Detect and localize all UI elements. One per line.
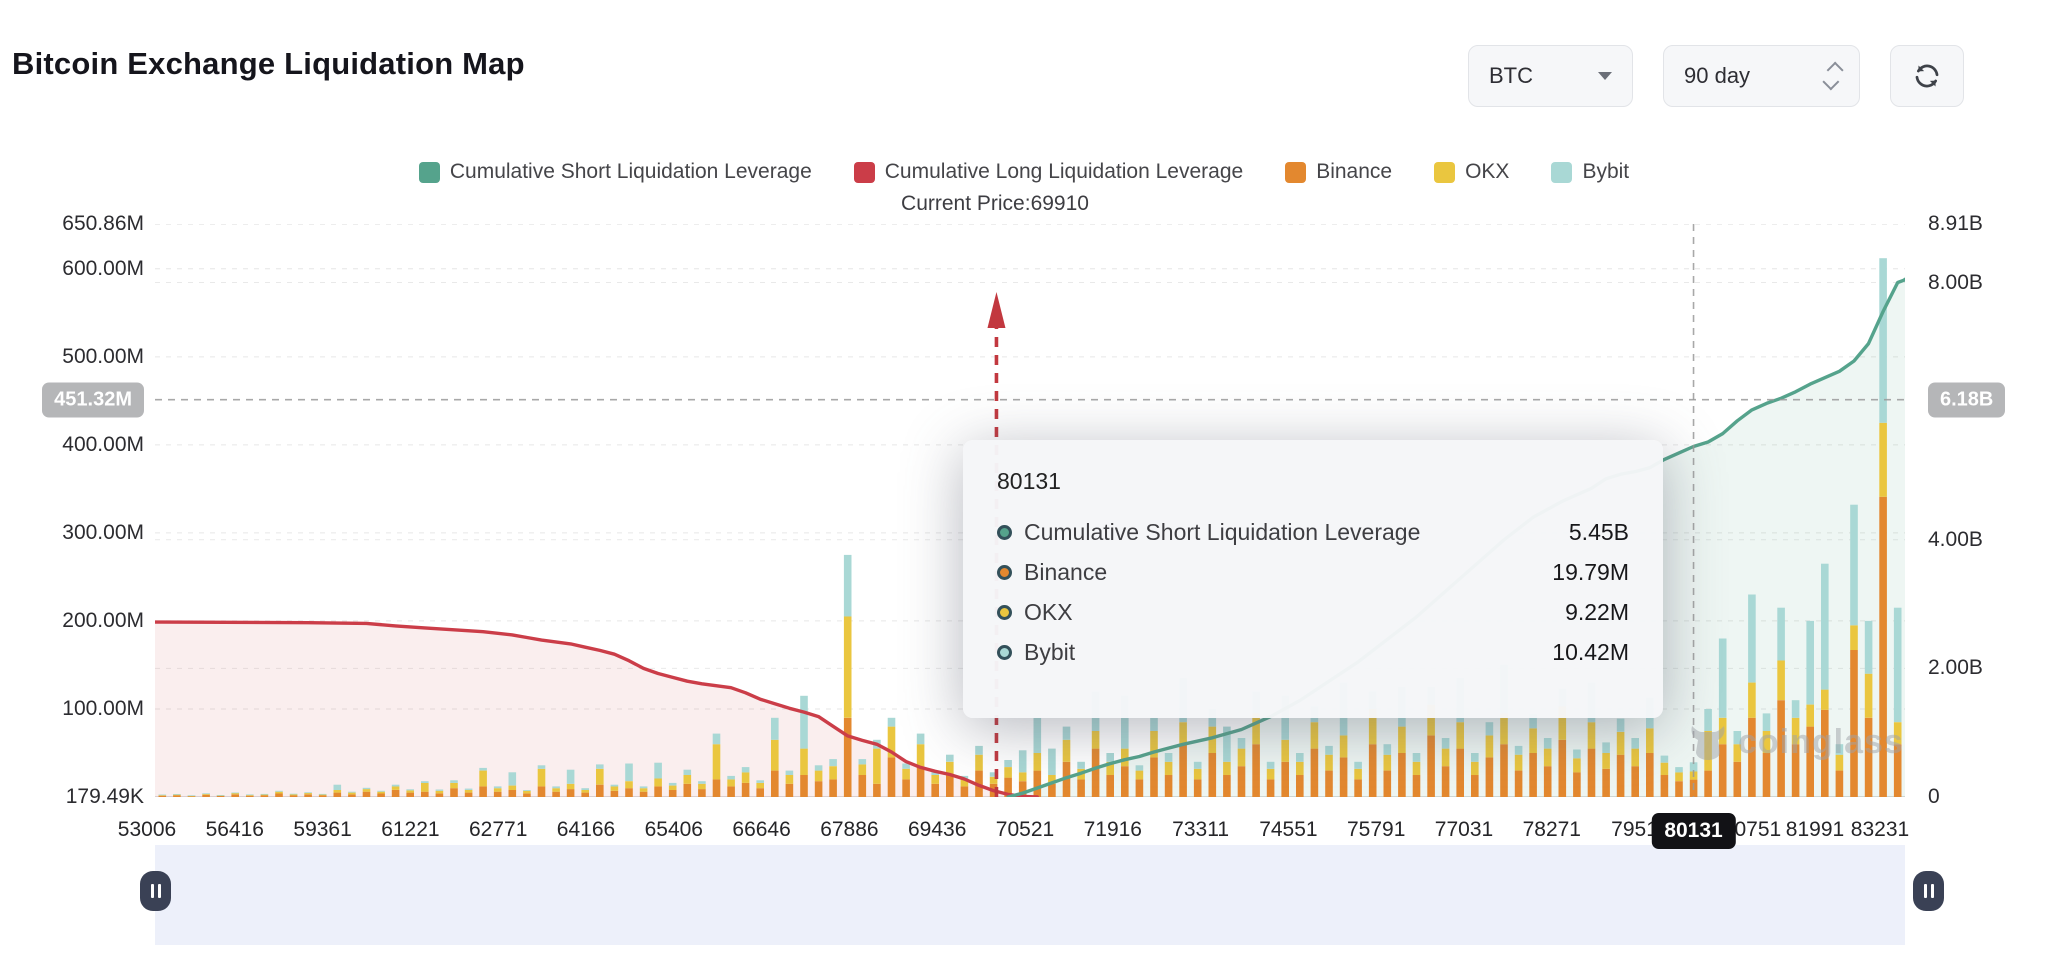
x-axis-tick: 53006 [117,818,177,841]
liquidation-chart-plot[interactable] [155,224,1905,797]
pause-icon [150,884,154,898]
x-axis-tick: 83231 [1850,818,1910,841]
tooltip-series-marker [997,605,1012,620]
x-axis-tick: 70521 [995,818,1055,841]
legend-item-binance[interactable]: Binance [1285,160,1392,184]
tooltip-series-value: 19.79M [1552,559,1629,585]
tooltip-title: 80131 [997,468,1061,494]
legend-label: Binance [1316,160,1393,183]
x-axis-tick: 74551 [1259,818,1318,841]
x-axis-tick: 73311 [1172,818,1230,841]
legend-swatch [1285,161,1307,183]
left-axis-tick: 179.49K [65,785,144,808]
right-axis-tick: 4.00B [1928,527,1983,551]
right-axis-tick: 8.91B [1928,212,1983,235]
left-axis-tick: 400.00M [62,432,144,456]
left-axis-tick: 500.00M [62,344,144,368]
right-axis: 8.91B 8.00B 4.00B 2.00B 0 6.18B [1928,0,2048,965]
chevron-down-icon [1598,72,1612,80]
legend-item-cumulative-long-liquidation-leverage[interactable]: Cumulative Long Liquidation Leverage [853,160,1244,184]
legend-swatch [418,161,440,183]
x-axis-tick: 81991 [1785,818,1845,841]
tooltip-series-value: 5.45B [1568,519,1629,545]
tooltip-series-value: 10.42M [1552,639,1629,665]
refresh-icon [1915,64,1939,88]
legend-swatch [1551,161,1573,183]
tooltip-series-value: 9.22M [1565,599,1629,625]
symbol-select[interactable]: BTC [1468,45,1633,107]
tooltip-series-label: Bybit [1024,639,1076,665]
tooltip-series-marker [997,565,1012,580]
tooltip-rows: Cumulative Short Liquidation Leverage 5.4… [997,519,1629,666]
timeframe-select-value: 90 day [1684,63,1751,88]
x-axis-tick: 77031 [1434,818,1494,841]
x-axis-tick: 59361 [293,818,352,841]
chart-controls: BTC 90 day [1468,45,1964,107]
tooltip-series-label: Binance [1024,559,1108,585]
x-axis-tick: 56416 [205,818,264,841]
tooltip-row: Cumulative Short Liquidation Leverage 5.4… [997,519,1629,546]
left-axis-tick: 300.00M [62,520,144,544]
x-axis-tick: 62771 [468,818,528,841]
x-axis-tick: 64166 [556,818,616,841]
zoom-slider-left-handle[interactable] [140,871,171,911]
tooltip-series-marker [997,525,1012,540]
tooltip-series-label: Cumulative Short Liquidation Leverage [1024,519,1421,545]
legend-item-okx[interactable]: OKX [1434,160,1509,184]
zoom-slider-track[interactable] [155,845,1905,945]
tooltip-row: Binance 19.79M [997,559,1629,586]
crosshair-x-badge: 80131 [1651,813,1736,849]
x-axis-tick: 61221 [381,818,440,841]
zoom-slider-right-handle[interactable] [1913,871,1944,911]
timeframe-select[interactable]: 90 day [1663,45,1860,107]
tooltip-series-label: OKX [1024,599,1073,625]
legend-item-bybit[interactable]: Bybit [1551,160,1629,184]
tooltip: 80131 Cumulative Short Liquidation Lever… [963,440,1663,718]
crosshair-right-badge: 6.18B [1928,382,2006,418]
current-price-label: Current Price:69910 [901,192,1089,215]
stepper-icon [1822,61,1844,91]
left-axis-tick: 650.86M [62,212,144,235]
legend-swatch [1434,161,1456,183]
legend-label: OKX [1465,160,1510,183]
x-axis: 53006 56416 59361 61221 62771 64166 65406 66646… [0,818,2048,850]
symbol-select-value: BTC [1489,63,1533,88]
tooltip-series-marker [997,645,1012,660]
right-axis-tick: 0 [1928,785,1940,808]
legend-label: Cumulative Long Liquidation Leverage [884,160,1244,183]
legend-label: Cumulative Short Liquidation Leverage [449,160,812,183]
legend-label: Bybit [1582,160,1630,183]
left-axis-tick: 600.00M [62,256,144,280]
pause-icon [1923,884,1927,898]
x-axis-tick: 67886 [820,818,879,841]
left-axis: 650.86M 600.00M 500.00M 400.00M 300.00M 200.0… [0,0,148,965]
left-axis-tick: 100.00M [62,696,144,720]
refresh-button[interactable] [1890,45,1964,107]
tooltip-row: Bybit 10.42M [997,639,1629,666]
x-axis-tick: 80751 [1722,818,1782,841]
x-axis-tick: 78271 [1522,818,1581,841]
x-axis-tick: 71916 [1083,818,1142,841]
page-title: Bitcoin Exchange Liquidation Map [12,46,525,81]
x-axis-tick: 66646 [732,818,791,841]
legend-item-cumulative-short-liquidation-leverage[interactable]: Cumulative Short Liquidation Leverage [418,160,812,184]
x-axis-tick: 75791 [1346,818,1406,841]
crosshair-left-badge: 451.32M [42,382,144,418]
legend: Cumulative Short Liquidation Leverage Cum… [0,160,2048,184]
x-axis-tick: 65406 [644,818,703,841]
x-axis-tick: 69436 [907,818,967,841]
left-axis-tick: 200.00M [62,608,144,632]
right-axis-tick: 8.00B [1928,270,1983,294]
tooltip-row: OKX 9.22M [997,599,1629,626]
right-axis-tick: 2.00B [1928,656,1983,680]
legend-swatch [853,161,875,183]
